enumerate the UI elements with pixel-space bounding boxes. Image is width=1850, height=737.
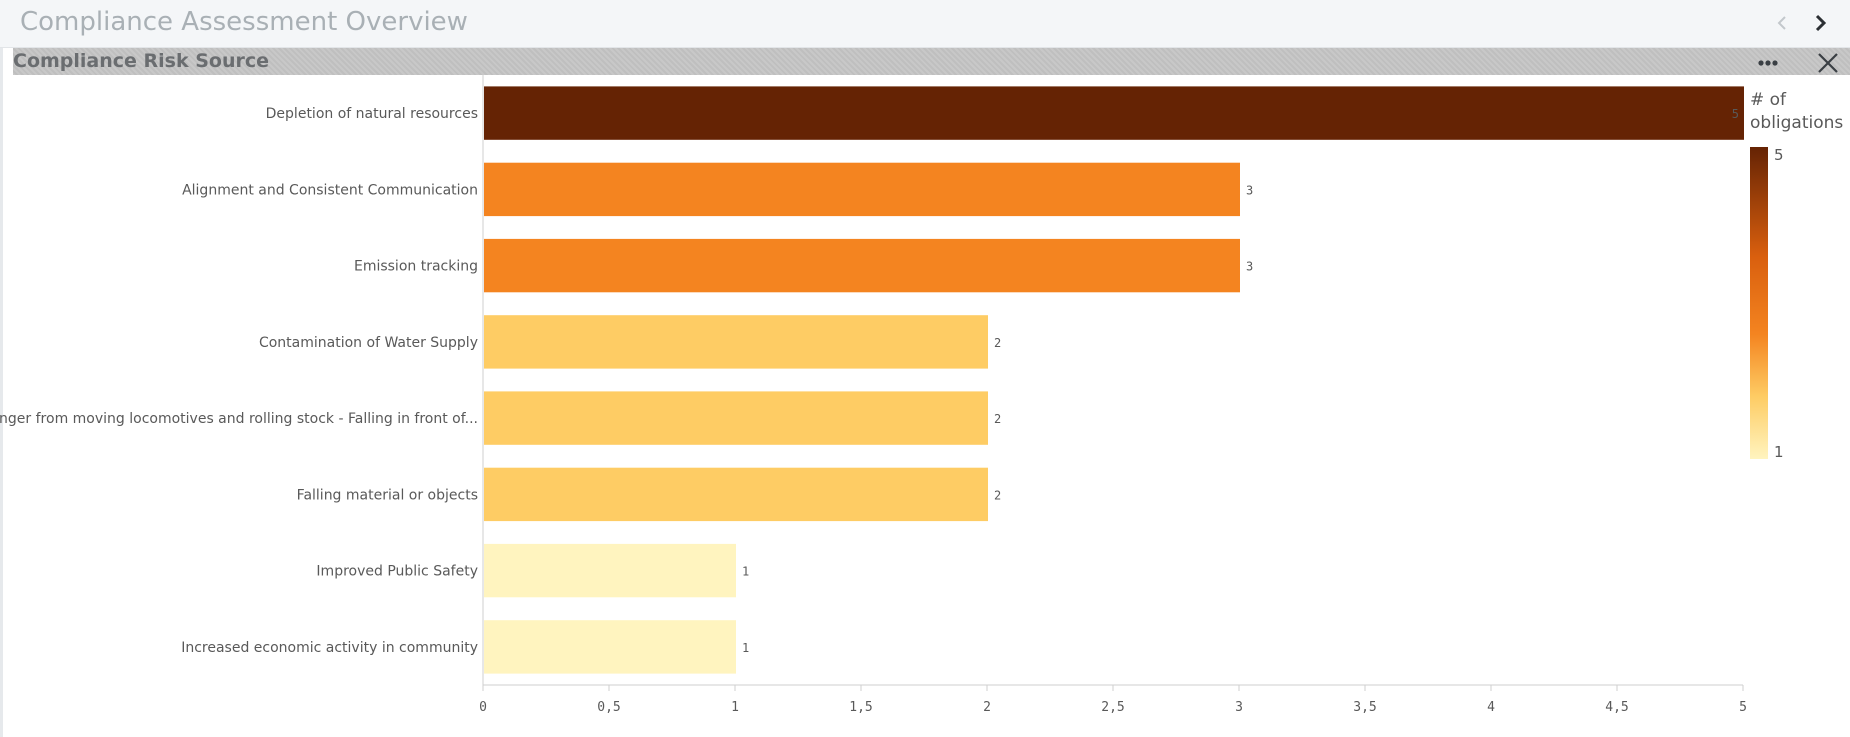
data-label: 1 xyxy=(742,641,749,655)
app-title: Compliance Assessment Overview xyxy=(20,7,468,37)
chart-canvas: Depletion of natural resources 5 Alignment… xyxy=(0,75,1843,715)
legend-title-line2: obligations xyxy=(1750,113,1843,133)
x-tick-label: 2 xyxy=(983,700,991,715)
x-tick-label: 1 xyxy=(731,700,739,715)
category-label: Improved Public Safety xyxy=(316,564,478,580)
legend-color-scale xyxy=(1750,147,1768,459)
x-tick-label: 3,5 xyxy=(1353,700,1376,715)
category-label: Danger from moving locomotives and rolli… xyxy=(0,411,478,427)
bar[interactable] xyxy=(484,467,988,522)
data-label: 1 xyxy=(742,565,749,579)
close-icon[interactable] xyxy=(1815,49,1841,75)
panel-title: Compliance Risk Source xyxy=(13,50,270,72)
bar-group: Depletion of natural resources 5 Alignment… xyxy=(0,86,1744,674)
bar[interactable] xyxy=(484,543,736,598)
app-header: Compliance Assessment Overview xyxy=(0,0,1850,48)
bar[interactable] xyxy=(484,391,988,445)
data-label: 5 xyxy=(1732,107,1739,121)
category-label: Depletion of natural resources xyxy=(266,106,478,122)
x-tick-label: 4 xyxy=(1487,700,1495,715)
panel-header: Compliance Risk Source xyxy=(13,48,1850,75)
category-label: Falling material or objects xyxy=(297,487,478,503)
more-horizontal-icon[interactable] xyxy=(1751,52,1785,72)
data-label: 2 xyxy=(994,488,1001,502)
bar-chart: Depletion of natural resources 5 Alignment… xyxy=(0,75,1850,737)
x-tick-label: 5 xyxy=(1739,700,1747,715)
chevron-left-icon[interactable] xyxy=(1768,8,1796,38)
x-tick-label: 4,5 xyxy=(1605,700,1628,715)
category-label: Emission tracking xyxy=(354,259,478,275)
data-label: 3 xyxy=(1246,260,1253,274)
x-axis-ticks: 0 0,5 1 1,5 2 2,5 3 3,5 4 4,5 5 xyxy=(479,685,1747,715)
category-label: Contamination of Water Supply xyxy=(259,335,478,351)
color-legend: # of obligations 5 1 xyxy=(1750,90,1843,461)
bar[interactable] xyxy=(484,162,1240,217)
category-label: Alignment and Consistent Communication xyxy=(182,182,478,198)
data-label: 2 xyxy=(994,336,1001,350)
bar[interactable] xyxy=(484,620,736,674)
bar[interactable] xyxy=(484,238,1240,293)
bar[interactable] xyxy=(484,86,1744,140)
left-edge-divider xyxy=(0,48,3,737)
x-tick-label: 2,5 xyxy=(1101,700,1124,715)
x-tick-label: 0 xyxy=(479,700,487,715)
bar[interactable] xyxy=(484,315,988,369)
category-label: Increased economic activity in community xyxy=(181,640,478,656)
legend-max-label: 5 xyxy=(1774,146,1784,164)
legend-title-line1: # of xyxy=(1750,90,1787,110)
x-tick-label: 3 xyxy=(1235,700,1243,715)
x-tick-label: 1,5 xyxy=(849,700,872,715)
legend-min-label: 1 xyxy=(1774,443,1784,461)
data-label: 3 xyxy=(1246,183,1253,197)
x-tick-label: 0,5 xyxy=(597,700,620,715)
data-label: 2 xyxy=(994,412,1001,426)
chevron-right-icon[interactable] xyxy=(1806,8,1834,38)
